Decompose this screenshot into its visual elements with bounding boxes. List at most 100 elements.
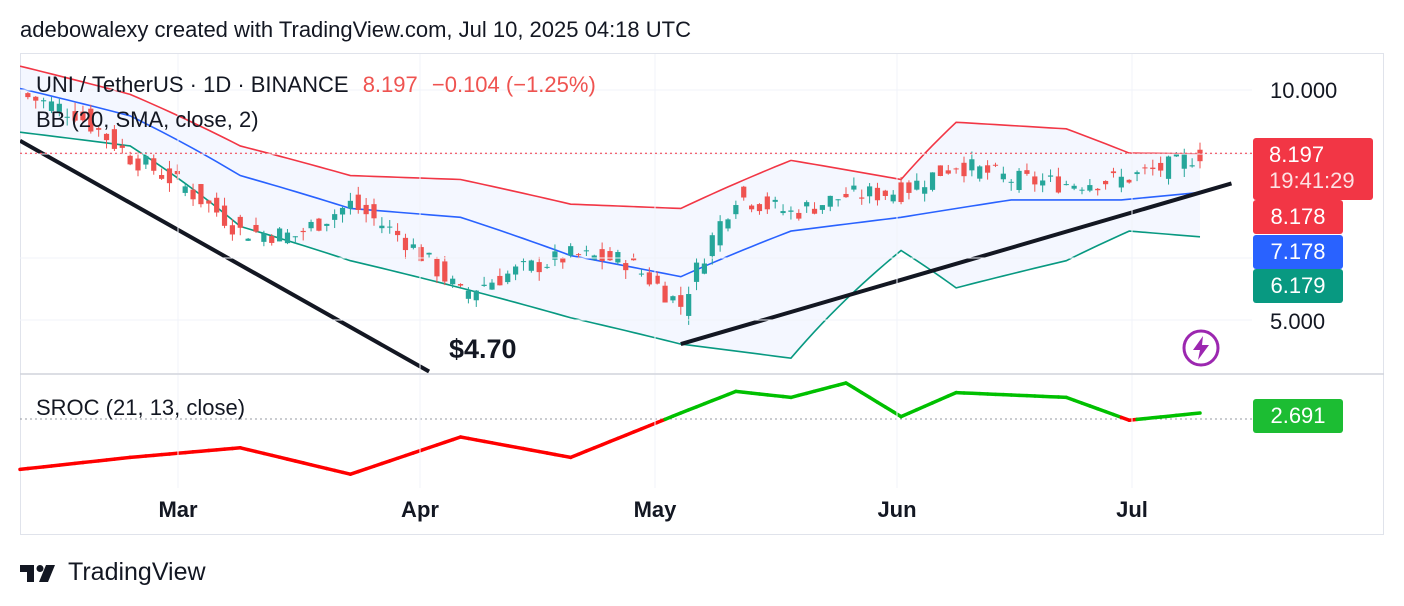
candle-body [33,96,39,101]
candle-body [835,199,841,201]
candle-body [985,165,991,173]
bb-fill [20,66,1200,359]
candle-body [874,187,881,201]
candle-body [1118,176,1124,188]
candle-body [300,230,306,233]
candle-body [599,249,605,262]
candle-body [198,184,204,205]
candle-body [166,168,173,184]
candle-body [332,214,338,220]
candle-body [56,103,62,112]
sroc-badge: 2.691 [1253,399,1343,433]
candle-body [898,182,904,203]
candle-body [292,236,298,238]
lightning-icon[interactable] [1181,328,1221,368]
candle-body [662,285,668,303]
candle-body [1165,156,1172,179]
candle-body [914,180,920,190]
candle-body [465,290,471,299]
candle-body [1126,179,1132,183]
candle-body [992,164,999,166]
candle-body [245,238,251,241]
candle-body [80,111,86,121]
candle-body [277,228,283,242]
candle-body [387,226,393,228]
candle-body [631,258,637,261]
candle-body [481,284,487,286]
candle-body [25,93,31,98]
bb-legend[interactable]: BB (20, SMA, close, 2) [36,107,259,132]
candle-body [127,155,133,165]
candle-body [977,166,983,179]
candle-body [749,205,755,210]
sroc-segment [1190,411,1202,416]
candle-body [607,251,613,261]
candle-body [859,197,865,199]
candle-body [379,225,385,229]
candle-body [324,223,330,226]
candle-body [725,219,731,229]
candle-body [1055,176,1061,193]
candle-body [473,290,479,301]
candle-body [339,207,346,215]
candle-body [717,221,723,246]
sroc-legend[interactable]: SROC (21, 13, close) [36,395,246,420]
descending-trendline [20,138,431,374]
candle-body [489,282,495,290]
candle-body [72,111,78,121]
candle-body [48,101,55,111]
candle-body [922,187,928,194]
candle-body [591,255,597,260]
price-change: −0.104 (−1.25%) [431,72,596,97]
candle-body [1181,154,1187,169]
candle-body [1110,171,1117,174]
candle-body [371,204,377,219]
candle-body [780,211,786,214]
candle-body [1087,185,1093,191]
candle-body [1150,167,1156,170]
candle-body [788,210,794,212]
price-tick-5: 5.000 [1270,309,1326,334]
candle-body [552,251,558,260]
candle-body [953,168,959,170]
bb-upper-badge: 8.178 [1253,200,1343,234]
candle-body [670,296,676,301]
symbol-legend[interactable]: UNI / TetherUS · 1D · BINANCE 8.197 −0.1… [36,72,596,98]
candle-body [221,205,228,226]
candle-body [88,108,94,132]
candlesticks [25,92,1203,325]
candle-body [418,247,424,262]
price-tick-10: 10.000 [1270,78,1338,103]
countdown-badge-value: 19:41:29 [1269,168,1355,193]
month-may: May [633,497,677,522]
bb-basis-badge: 7.178 [1253,235,1343,269]
footer-brand-text: TradingView [68,558,206,586]
candle-body [426,252,432,255]
month-jun: Jun [877,497,917,522]
candle-body [772,199,778,202]
candle-body [1103,180,1109,185]
tradingview-logo-icon [20,564,55,582]
candle-body [827,195,833,207]
low-price-annotation: $4.70 [449,334,517,364]
candle-body [819,205,825,210]
last-price-badge: 8.197 19:41:29 [1253,138,1373,200]
candle-body [1095,188,1101,191]
candle-body [151,158,157,171]
bb-upper-line [20,65,1201,210]
candle-body [638,273,645,275]
candle-body [575,254,582,256]
candle-body [1016,170,1022,190]
candle-body [969,159,975,171]
candle-body [174,170,180,175]
candle-body [190,189,196,200]
chart-caption: adebowalexy created with TradingView.com… [20,17,691,42]
candle-body [961,162,967,177]
candle-body [1040,180,1046,186]
candle-body [402,237,409,251]
footer-branding[interactable]: TradingView [20,558,206,587]
last-price-badge-value: 8.197 [1269,142,1325,167]
last-price: 8.197 [362,72,418,97]
candle-body [64,116,70,118]
